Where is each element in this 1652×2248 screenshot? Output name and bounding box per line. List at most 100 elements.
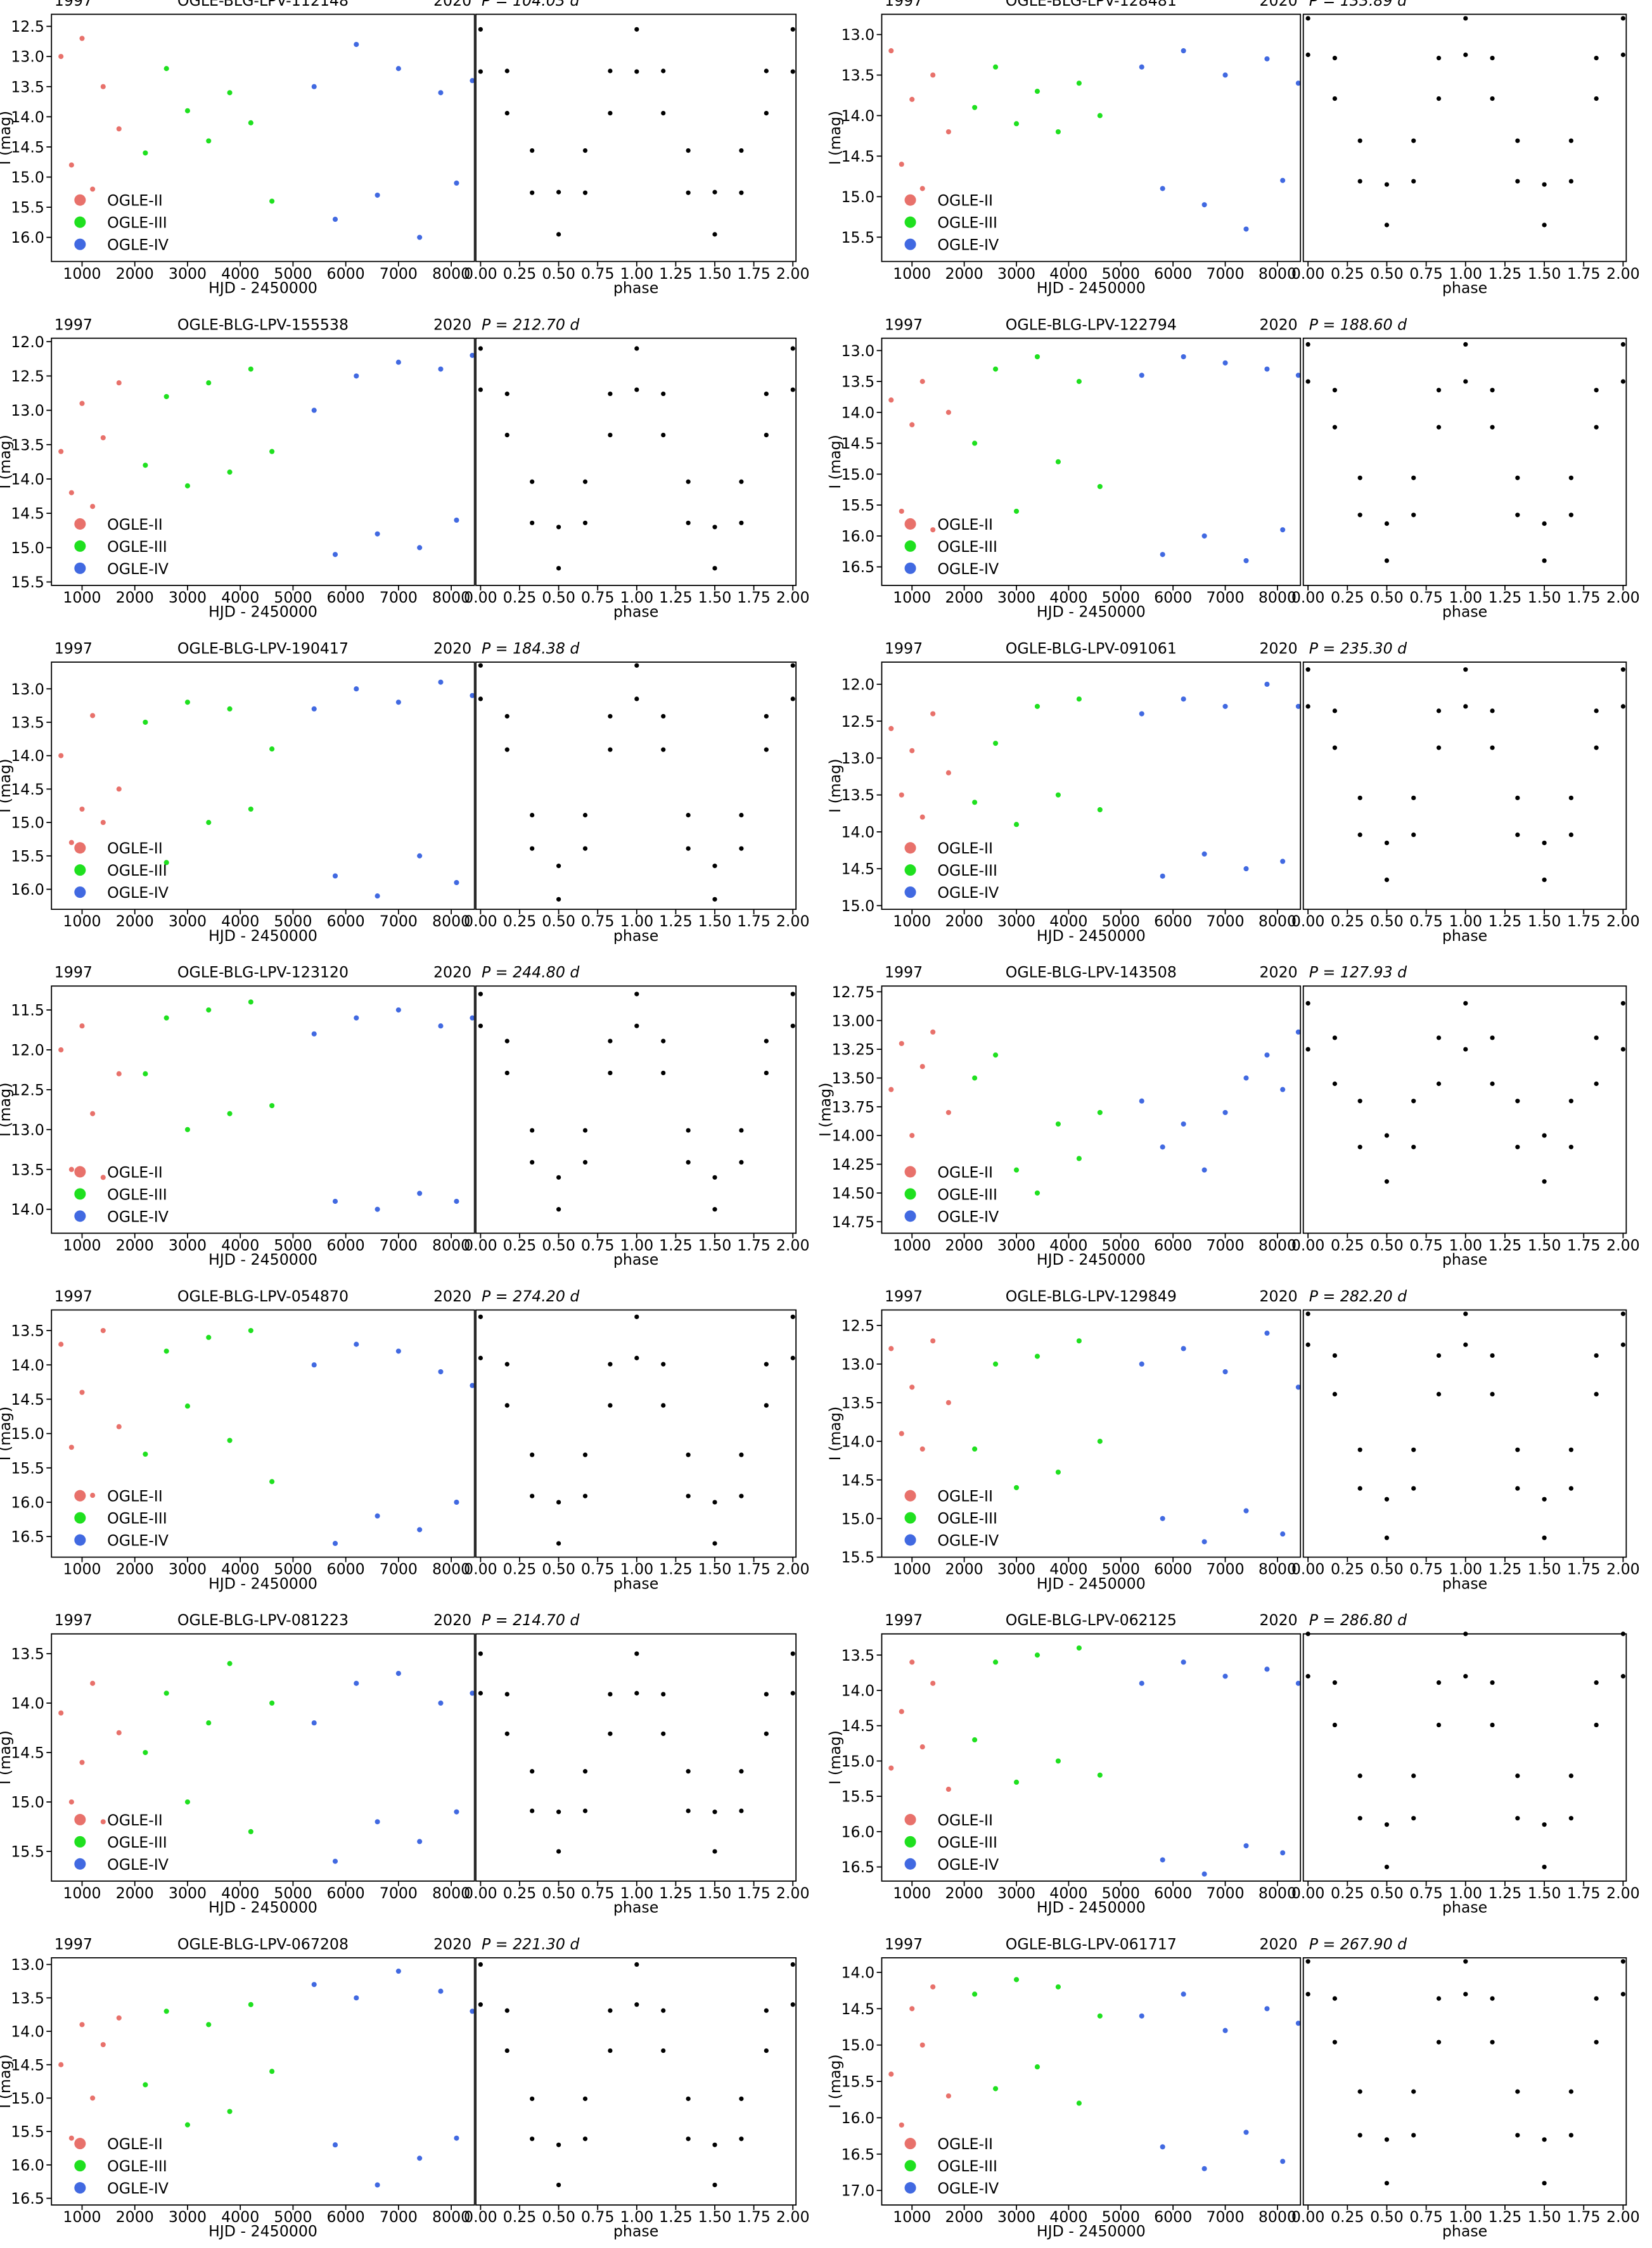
panel-title: OGLE-BLG-LPV-129849 — [1006, 1287, 1177, 1305]
phase-point — [1357, 2089, 1362, 2094]
y-tick-label: 13.5 — [841, 1647, 874, 1664]
phase-panel: P = 274.20 d 0.00 0.25 0.50 0.75 1.00 1.25 1.50… — [464, 1287, 810, 1592]
phase-point — [504, 2008, 509, 2013]
light-curve-point — [1264, 1331, 1270, 1336]
x-tick-label: 0.25 — [1331, 1884, 1364, 1902]
x-tick-label: 1.00 — [1449, 2208, 1482, 2226]
x-tick-label: 2000 — [116, 265, 154, 283]
light-curve-point — [395, 66, 401, 72]
light-curve-point — [100, 1175, 106, 1180]
axes-frame — [881, 1633, 1302, 1882]
light-curve-panel: OGLE-BLG-LPV-128481 1997 2020 1000 2000 3000 4… — [826, 0, 1302, 297]
light-curve-point — [79, 806, 85, 812]
light-curve-point — [163, 1348, 169, 1354]
phase-point — [1490, 1722, 1495, 1728]
x-axis-label: phase — [1442, 279, 1487, 297]
phase-point — [1568, 1486, 1573, 1491]
light-curve-point — [269, 1479, 275, 1485]
phase-point — [686, 479, 691, 484]
x-tick-label: 3000 — [169, 912, 207, 930]
light-curve-point — [100, 820, 106, 826]
x-tick-label: 1.25 — [1489, 1561, 1522, 1578]
phase-point — [1490, 388, 1495, 393]
x-tick-label: 4000 — [1049, 912, 1087, 930]
x-tick-label: 2.00 — [776, 589, 810, 606]
x-tick-label: 1.50 — [1528, 1561, 1561, 1578]
x-tick-label: 4000 — [1049, 1561, 1087, 1578]
x-tick-label: 0.50 — [1370, 2208, 1404, 2226]
legend-marker — [904, 216, 916, 228]
x-tick-label: 1.25 — [659, 1884, 693, 1902]
x-tick-label: 5000 — [1102, 2208, 1140, 2226]
x-tick-label: 1000 — [893, 1884, 931, 1902]
x-tick-label: 4000 — [1049, 265, 1087, 283]
x-tick-label: 2.00 — [776, 1884, 810, 1902]
y-tick-label: 12.0 — [841, 676, 874, 694]
phase-point — [1436, 1391, 1442, 1397]
y-tick-label: 15.0 — [11, 539, 44, 557]
end-year: 2020 — [1259, 316, 1297, 333]
phase-point — [608, 2048, 613, 2053]
phase-point — [1515, 138, 1520, 143]
x-tick-label: 2.00 — [776, 912, 810, 930]
x-tick-label: 1.00 — [1449, 912, 1482, 930]
light-curve-point — [90, 1111, 96, 1116]
phase-point — [739, 2096, 744, 2102]
y-tick-label: 13.0 — [841, 750, 874, 767]
x-tick-label: 1.25 — [1489, 265, 1522, 283]
phase-point — [556, 864, 561, 869]
light-curve-point — [945, 409, 951, 415]
phase-panel: P = 133.89 d 0.00 0.25 0.50 0.75 1.00 1.25 1.50… — [1291, 0, 1640, 297]
light-curve-point — [1280, 2159, 1286, 2164]
phase-point — [530, 1159, 535, 1165]
light-curve-point — [1076, 696, 1082, 702]
x-tick-label: 1.25 — [659, 1236, 693, 1254]
y-tick-label: 16.0 — [841, 527, 874, 545]
phase-point — [764, 432, 769, 438]
axes-frame — [1302, 337, 1627, 586]
light-curve-point — [1243, 1508, 1249, 1514]
light-curve-point — [163, 66, 169, 72]
light-curve-point — [227, 706, 233, 712]
phase-point — [608, 713, 613, 719]
light-curve-panel: OGLE-BLG-LPV-123120 1997 2020 1000 2000 3000 4… — [0, 964, 475, 1268]
x-tick-label: 4000 — [221, 1884, 259, 1902]
phase-point — [1411, 475, 1416, 480]
panel-title: OGLE-BLG-LPV-067208 — [177, 1935, 349, 1953]
phase-point — [1305, 342, 1310, 347]
panel-title: P = 133.89 d — [1309, 0, 1407, 10]
light-curve-point — [1055, 1121, 1061, 1127]
light-curve-point — [79, 1759, 85, 1765]
phase-point — [764, 2008, 769, 2013]
phase-point — [1384, 840, 1390, 845]
phase-point — [478, 1651, 483, 1656]
light-curve-point — [1076, 80, 1082, 86]
phase-panel: P = 104.03 d 0.00 0.25 0.50 0.75 1.00 1.25 1.50… — [464, 0, 810, 297]
light-curve-point — [1243, 226, 1249, 232]
x-axis-label: HJD - 2450000 — [1037, 603, 1146, 621]
x-tick-label: 1.75 — [737, 1236, 771, 1254]
axes-frame — [51, 337, 475, 586]
start-year: 1997 — [885, 1935, 923, 1953]
x-tick-label: 6000 — [1154, 1884, 1192, 1902]
phase-point — [1332, 708, 1338, 713]
phase-point — [1568, 1099, 1573, 1104]
y-tick-label: 13.5 — [11, 713, 44, 731]
light-curve-point — [972, 1991, 978, 1997]
light-curve-point — [184, 108, 191, 113]
phase-point — [790, 2002, 795, 2007]
y-tick-label: 15.0 — [11, 2090, 44, 2107]
phase-point — [1490, 1081, 1495, 1087]
x-tick-label: 1.25 — [659, 589, 693, 606]
light-curve-point — [1222, 360, 1228, 366]
phase-point — [1620, 379, 1626, 384]
phase-point — [712, 1541, 717, 1546]
phase-point — [1384, 1133, 1390, 1138]
phase-point — [556, 1810, 561, 1815]
y-tick-label: 13.5 — [11, 1322, 44, 1340]
y-tick-label: 14.5 — [841, 2000, 874, 2018]
panel-title: OGLE-BLG-LPV-190417 — [177, 639, 349, 657]
phase-point — [556, 1500, 561, 1505]
phase-point — [739, 812, 744, 818]
light-curve-point — [1013, 1167, 1020, 1173]
